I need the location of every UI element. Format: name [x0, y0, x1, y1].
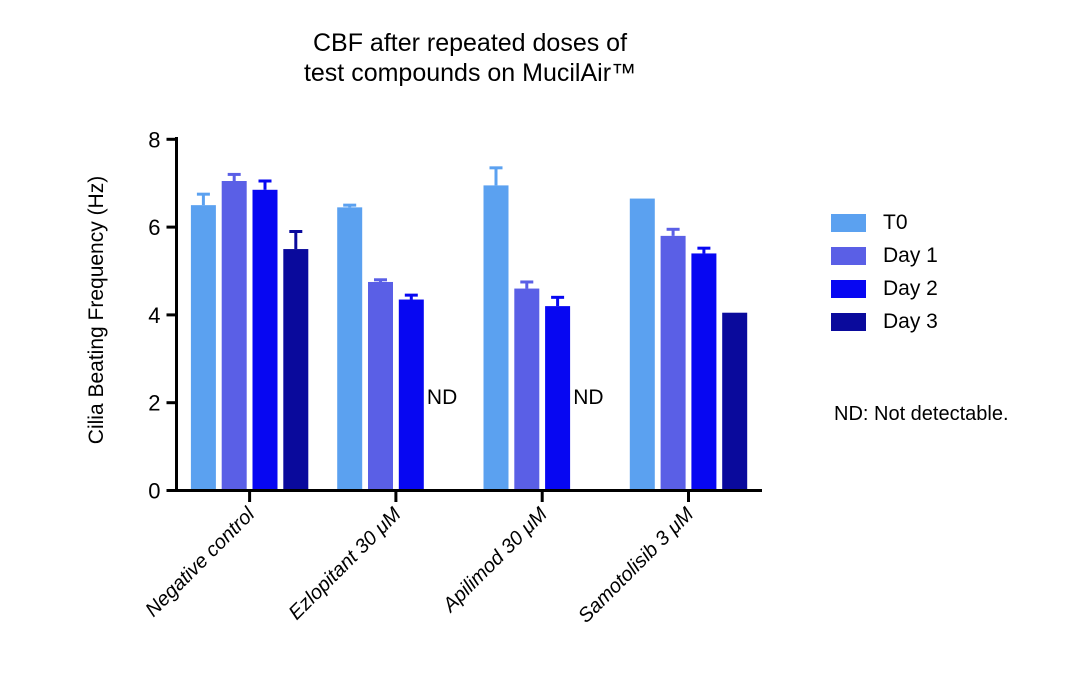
chart-title-line2: test compounds on MucilAir™ [303, 59, 637, 87]
chart-title: CBF after repeated doses of test compoun… [225, 28, 715, 88]
legend-item: Day 3 [831, 310, 938, 333]
nd-note: ND: Not detectable. [834, 403, 1009, 425]
bar [514, 288, 540, 491]
y-tick-label: 2 [148, 391, 160, 416]
legend-swatch-icon [831, 247, 866, 265]
bar [660, 235, 686, 491]
legend-item: Day 2 [831, 277, 938, 300]
y-tick-label: 4 [148, 303, 160, 328]
x-category-label: Ezlopitant 30 μM [285, 503, 406, 624]
bar [221, 181, 247, 491]
bar [337, 207, 363, 491]
legend-swatch-icon [831, 313, 866, 331]
nd-marker: ND [573, 386, 603, 409]
legend-label: Day 1 [883, 244, 938, 267]
bar [691, 253, 717, 491]
bar [398, 299, 424, 491]
bar [545, 306, 571, 491]
bar [283, 249, 309, 491]
legend-label: Day 3 [883, 310, 938, 333]
y-tick-label: 8 [148, 127, 160, 152]
bar [252, 189, 278, 491]
legend-swatch-icon [831, 214, 866, 232]
bar [629, 198, 655, 491]
y-tick-label: 0 [148, 479, 160, 504]
y-tick-label: 6 [148, 215, 160, 240]
legend-label: Day 2 [883, 277, 938, 300]
bar [722, 312, 748, 491]
legend-item: T0 [831, 211, 938, 234]
x-category-label: Samotolisib 3 μM [574, 503, 698, 627]
legend-swatch-icon [831, 280, 866, 298]
x-category-label: Apilimod 30 μM [438, 503, 552, 617]
chart-title-line1: CBF after repeated doses of [312, 29, 628, 57]
legend-label: T0 [883, 211, 908, 234]
bar [483, 185, 509, 491]
bar [368, 281, 393, 491]
legend: T0 Day 1 Day 2 Day 3 [831, 211, 938, 346]
bar [190, 205, 216, 491]
nd-marker: ND [427, 386, 457, 409]
legend-item: Day 1 [831, 244, 938, 267]
x-category-label: Negative control [141, 503, 259, 621]
